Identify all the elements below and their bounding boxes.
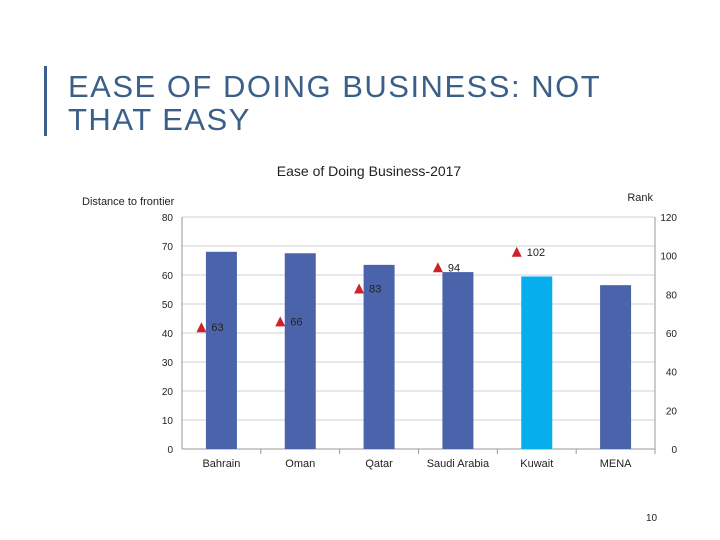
rank-marker	[275, 316, 286, 327]
y2-tick-label: 0	[671, 445, 677, 456]
bar-saudi-arabia	[442, 272, 474, 449]
y-tick-label: 30	[162, 358, 174, 369]
y2-tick-label: 100	[660, 252, 677, 263]
y-axis-title: Distance to frontier	[82, 196, 175, 208]
rank-marker	[432, 262, 443, 273]
y-tick-label: 0	[167, 445, 173, 456]
bar-bahrain	[205, 251, 237, 449]
slide-title: EASE OF DOING BUSINESS: NOT THAT EASY	[68, 69, 601, 137]
y-tick-label: 60	[162, 271, 174, 282]
rank-marker	[196, 322, 207, 333]
x-tick-label: Oman	[285, 458, 315, 470]
y2-tick-label: 40	[666, 368, 678, 379]
x-tick-label: Qatar	[365, 458, 393, 470]
x-tick-label: MENA	[600, 458, 632, 470]
rank-marker	[354, 283, 365, 294]
chart-title: Ease of Doing Business-2017	[277, 163, 462, 179]
rank-data-label: 94	[448, 262, 460, 274]
y2-tick-label: 20	[666, 406, 678, 417]
x-tick-label: Kuwait	[520, 458, 553, 470]
page-number: 10	[646, 513, 658, 524]
bar-qatar	[363, 264, 395, 449]
y-tick-label: 50	[162, 300, 174, 311]
rank-data-label: 83	[369, 284, 381, 296]
rank-data-label: 66	[290, 316, 302, 328]
bar-mena	[600, 285, 632, 449]
y-tick-label: 20	[162, 387, 174, 398]
y2-tick-label: 120	[660, 213, 677, 224]
rank-data-label: 102	[527, 247, 545, 259]
rank-data-label: 63	[211, 322, 223, 334]
bar-oman	[284, 253, 316, 449]
x-tick-label: Bahrain	[202, 458, 240, 470]
y-tick-label: 10	[162, 416, 174, 427]
y-tick-label: 70	[162, 242, 174, 253]
y-tick-label: 80	[162, 213, 174, 224]
y-tick-label: 40	[162, 329, 174, 340]
title-accent-bar	[44, 66, 47, 136]
y2-tick-label: 80	[666, 290, 678, 301]
y2-tick-label: 60	[666, 329, 678, 340]
rank-marker	[511, 246, 522, 257]
x-tick-label: Saudi Arabia	[427, 458, 490, 470]
bar-kuwait	[521, 276, 553, 449]
y2-axis-title: Rank	[627, 192, 653, 204]
